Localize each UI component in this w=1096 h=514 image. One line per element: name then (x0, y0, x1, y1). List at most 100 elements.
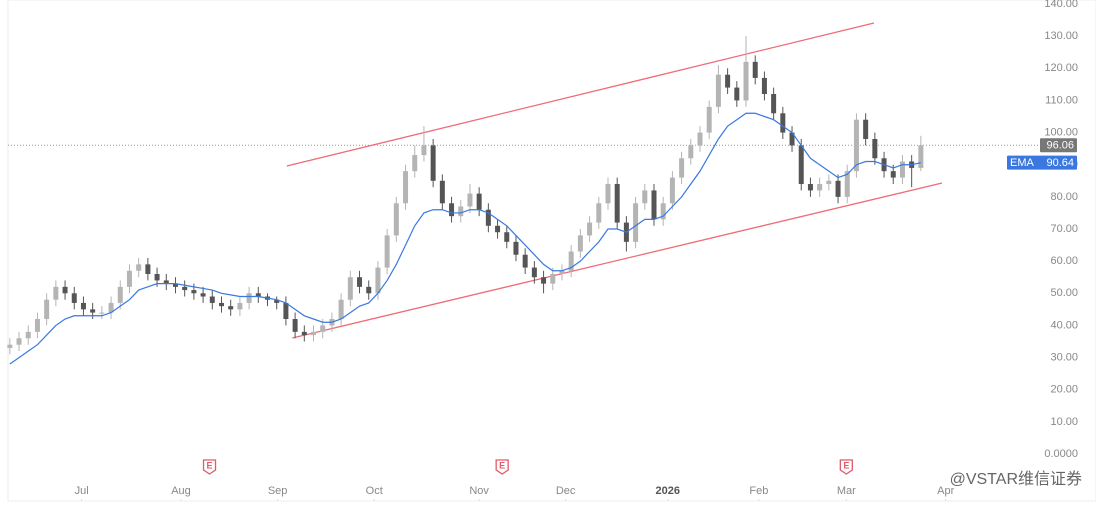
candle-body (449, 203, 455, 217)
candle-body (458, 206, 464, 217)
candle-body (614, 184, 620, 223)
x-tick-label: Aug (171, 485, 191, 497)
x-tick-label: Jul (75, 485, 89, 497)
candle-body (495, 225, 501, 233)
candle-body (347, 277, 353, 300)
candle-body (752, 61, 758, 78)
candle-body (872, 139, 878, 159)
candle-body (117, 286, 123, 303)
candle-body (725, 74, 731, 88)
candle-body (596, 203, 602, 223)
ema-line (9, 112, 921, 365)
candle-body (476, 193, 482, 210)
candle-body (577, 235, 583, 252)
candle-body (34, 319, 40, 332)
price-tag (1040, 138, 1077, 153)
candle-body (504, 232, 510, 242)
candle-body (863, 119, 869, 139)
candle-body (660, 203, 666, 220)
candle-body (697, 132, 703, 146)
candle-body (771, 94, 777, 114)
candle-body (780, 113, 786, 133)
candle-body (853, 119, 859, 172)
candle-body (761, 77, 767, 94)
y-tick-label: 0.0000 (1044, 448, 1078, 460)
candle-body (826, 180, 832, 184)
candle-body (237, 302, 243, 310)
x-tick-label: Apr (937, 485, 954, 497)
candle-body (412, 155, 418, 172)
candle-body (255, 293, 261, 297)
candle-body (817, 184, 823, 191)
candle-body (587, 222, 593, 236)
candle-body (182, 286, 188, 291)
candle-body (605, 184, 611, 204)
candle-body (154, 274, 160, 281)
candle-body (301, 331, 307, 336)
candle-body (890, 171, 896, 178)
earnings-label: E (843, 460, 849, 470)
candle-body (669, 177, 675, 204)
candle-body (485, 209, 491, 226)
candle-body (16, 338, 22, 345)
x-tick-label: Oct (366, 485, 383, 497)
candle-body (651, 190, 657, 220)
earnings-label: E (207, 460, 213, 470)
candle-body (522, 254, 528, 268)
candle-body (734, 87, 740, 101)
earnings-label: E (499, 460, 505, 470)
candle-body (136, 264, 142, 271)
candle-body (559, 270, 565, 274)
candle-body (200, 293, 206, 297)
y-tick-label: 50.00 (1050, 287, 1078, 299)
candle-body (25, 331, 31, 339)
y-tick-label: 10.00 (1050, 416, 1078, 428)
y-tick-label: 140.00 (1044, 0, 1078, 10)
x-tick-label: Dec (556, 485, 576, 497)
candle-body (126, 270, 132, 287)
x-tick-label: 2026 (656, 485, 680, 497)
candle-body (789, 132, 795, 146)
candle-body (403, 171, 409, 204)
candle-body (633, 203, 639, 242)
candle-body (439, 180, 445, 204)
candle-body (228, 306, 234, 310)
y-tick-label: 20.00 (1050, 384, 1078, 396)
candle-body (209, 296, 215, 303)
y-tick-label: 80.00 (1050, 191, 1078, 203)
candle-body (899, 161, 905, 178)
candle-body (715, 74, 721, 107)
ema-tag (1007, 155, 1077, 170)
candle-body (393, 203, 399, 236)
candle-body (108, 302, 114, 313)
candle-body (292, 319, 298, 332)
candle-body (918, 145, 924, 168)
y-tick-label: 70.00 (1050, 223, 1078, 235)
candle-body (320, 325, 326, 332)
candle-body (513, 241, 519, 255)
candle-body (163, 280, 169, 284)
frame (7, 0, 1096, 502)
candle-body (844, 171, 850, 197)
candle-body (7, 344, 13, 348)
candle-body (90, 309, 96, 313)
earnings-icon (202, 459, 217, 475)
y-tick-label: 60.00 (1050, 255, 1078, 267)
candle-body (99, 312, 105, 314)
x-tick-label: Mar (837, 485, 856, 497)
candle-body (835, 180, 841, 197)
candle-body (283, 302, 289, 319)
candle-body (172, 283, 178, 287)
y-tick-label: 130.00 (1044, 30, 1078, 42)
candle-body (357, 277, 363, 287)
candle-body (62, 286, 68, 294)
candle-body (246, 293, 252, 303)
ema-value-label: 90.64 (1046, 157, 1074, 169)
candle-body (80, 302, 86, 310)
candle-body (71, 293, 77, 303)
earnings-icon (495, 459, 509, 475)
x-tick-label: Nov (469, 485, 489, 497)
candle-body (706, 106, 712, 133)
candle-body (430, 145, 436, 181)
